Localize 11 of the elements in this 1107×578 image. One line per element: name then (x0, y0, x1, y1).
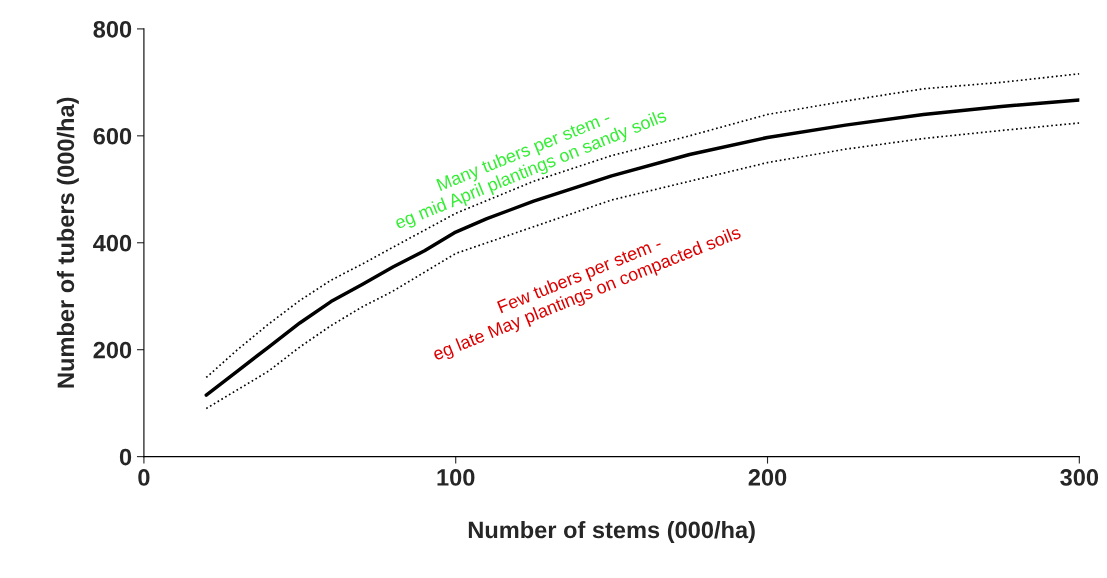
y-tick-label: 0 (119, 448, 132, 466)
x-tick-label: 200 (748, 469, 787, 486)
y-tick-label: 400 (93, 234, 132, 252)
x-tick-label: 100 (437, 469, 475, 486)
x-tick-label: 0 (138, 469, 150, 486)
x-axis-title: Number of stems (000/ha) (468, 520, 755, 543)
y-tick-label: 800 (93, 20, 132, 38)
y-tick-label: 600 (93, 127, 132, 145)
x-tick-label: 300 (1060, 469, 1099, 486)
y-tick-label: 200 (93, 341, 132, 359)
y-axis-title: Number of tubers (000/ha) (56, 97, 79, 388)
